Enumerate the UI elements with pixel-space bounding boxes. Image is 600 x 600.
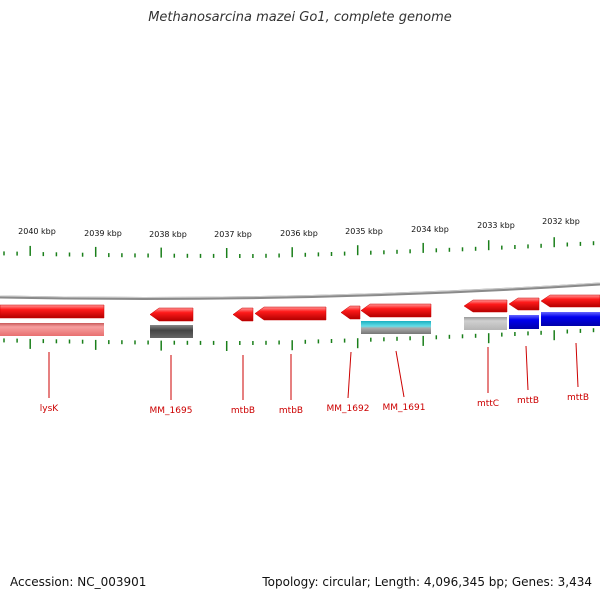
- gene-arrow: [540, 294, 600, 308]
- scale-label: 2033 kbp: [477, 221, 515, 230]
- gene-label: lysK: [40, 404, 60, 414]
- gene-track: [0, 294, 600, 338]
- label-leader-line: [347, 351, 352, 399]
- label-leader-line: [395, 350, 405, 398]
- gene-arrow: [232, 307, 254, 322]
- gene-arrow: [508, 297, 540, 311]
- map-title: Methanosarcina mazei Go1, complete genom…: [148, 10, 452, 25]
- scale-label: 2032 kbp: [542, 217, 580, 226]
- gene-arrow: [254, 306, 327, 321]
- gene-arrow: [463, 299, 508, 313]
- strand-bar-dark: [150, 325, 193, 338]
- gene-label: mtbB: [279, 406, 303, 416]
- gene-label: mttB: [567, 393, 589, 403]
- scale-label: 2034 kbp: [411, 225, 449, 234]
- strand-bar-light: [464, 317, 507, 330]
- scale-label: 2040 kbp: [18, 227, 56, 236]
- gene-arrow: [340, 305, 361, 320]
- gene-label: mtbB: [231, 406, 255, 416]
- scale-label: 2037 kbp: [214, 230, 252, 239]
- scale-label: 2039 kbp: [84, 229, 122, 238]
- label-leader-line: [525, 345, 529, 391]
- gene-arrow: [0, 304, 105, 319]
- gene-arrow: [360, 303, 432, 318]
- label-leader-line: [575, 342, 579, 388]
- genome-backbone: [0, 282, 600, 300]
- gene-label: MM_1695: [150, 406, 193, 416]
- strand-bar-pink: [0, 323, 104, 336]
- genome-backbone-highlight: [0, 282, 600, 298]
- gene-arrow: [149, 307, 194, 322]
- gene-label: MM_1691: [383, 403, 426, 413]
- scale-label: 2036 kbp: [280, 229, 318, 238]
- gene-label: MM_1692: [327, 404, 370, 414]
- strand-bar-blue: [541, 312, 600, 326]
- topology-summary: Topology: circular; Length: 4,096,345 bp…: [262, 575, 592, 589]
- strand-bar-cyan: [361, 321, 431, 334]
- bottom-tick-marks: [3, 328, 595, 351]
- gene-labels: lysK MM_1695 mtbB mtbB MM_1692 MM_1691 mttC mtt…: [40, 342, 589, 416]
- gene-label: mttC: [477, 399, 499, 409]
- top-tick-marks: [3, 237, 595, 258]
- gene-label: mttB: [517, 396, 539, 406]
- scale-label: 2035 kbp: [345, 227, 383, 236]
- scale-labels: 2040 kbp 2039 kbp 2038 kbp 2037 kbp 2036 kbp…: [18, 217, 580, 239]
- scale-label: 2038 kbp: [149, 230, 187, 239]
- accession-text: Accession: NC_003901: [10, 575, 147, 589]
- strand-bar-blue: [509, 315, 539, 329]
